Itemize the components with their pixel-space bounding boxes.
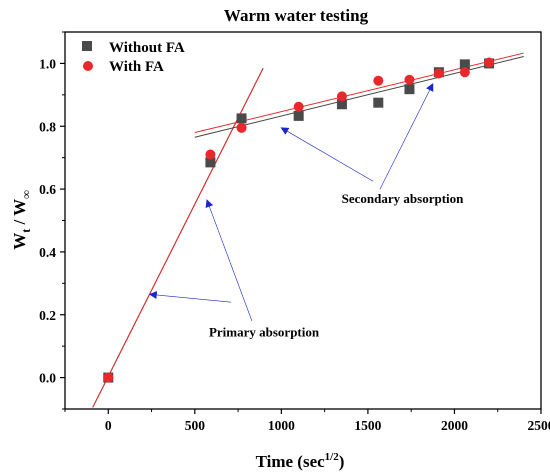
data-point-with-fa (404, 74, 415, 85)
x-tick-label: 0 (105, 418, 112, 433)
annotation-label: Secondary absorption (342, 191, 464, 206)
y-axis-ticks: 0.0 0.2 0.4 0.6 0.8 1.0 (39, 31, 65, 410)
data-point-without-fa (373, 97, 384, 108)
y-axis-title-sub1: t (19, 229, 33, 233)
data-point-with-fa (484, 57, 495, 68)
data-point-with-fa (373, 75, 384, 86)
legend-marker-without-fa (82, 41, 92, 51)
y-tick-label: 0.4 (39, 245, 56, 260)
x-axis-title-sup: 1/2 (325, 451, 340, 463)
annotation-arrow (379, 82, 434, 190)
x-axis-title-tail: ) (339, 452, 345, 471)
data-point-without-fa (459, 59, 470, 70)
x-axis-title-main: Time (sec (256, 452, 326, 471)
chart-title: Warm water testing (224, 6, 369, 25)
x-tick-label: 1000 (268, 418, 295, 433)
data-point-without-fa (336, 99, 347, 110)
y-axis-title-sub2: ∞ (19, 190, 33, 199)
plot-frame (64, 31, 542, 410)
annotation-label: Primary absorption (209, 325, 320, 340)
data-point-with-fa (433, 68, 444, 79)
y-tick-label: 1.0 (39, 56, 56, 71)
y-tick-label: 0.8 (39, 119, 56, 134)
data-point-without-fa (404, 84, 415, 95)
y-tick-label: 0.2 (39, 308, 56, 323)
x-tick-label: 2000 (441, 418, 468, 433)
data-point-with-fa (236, 122, 247, 133)
y-tick-label: 0.6 (39, 182, 56, 197)
legend-label-with-fa: With FA (109, 59, 164, 75)
data-point-with-fa (336, 91, 347, 102)
x-tick-label: 1500 (354, 418, 381, 433)
legend-label-without-fa: Without FA (109, 40, 185, 56)
data-point-with-fa (103, 372, 114, 383)
x-axis-title: Time (sec1/2) (256, 451, 345, 471)
annotations: Primary absorption Secondary absorption (148, 82, 464, 340)
legend: Without FA With FA (82, 40, 185, 75)
data-point-without-fa (236, 113, 247, 124)
y-axis-title-mid: / W (10, 199, 29, 229)
data-point-without-fa (205, 157, 216, 168)
fit-lines (92, 52, 524, 408)
data-point-with-fa (459, 67, 470, 78)
data-point-without-fa (293, 110, 304, 121)
legend-marker-with-fa (83, 61, 93, 71)
data-point-with-fa (293, 101, 304, 112)
fit-line (92, 69, 263, 408)
x-tick-label: 500 (185, 418, 206, 433)
annotation-arrow (205, 199, 253, 322)
y-axis-title: Wt / W∞ (10, 190, 33, 250)
y-tick-label: 0.0 (39, 371, 56, 386)
data-point-with-fa (205, 149, 216, 160)
annotation-arrow (148, 291, 232, 303)
annotation-arrow (280, 127, 374, 182)
data-points (103, 57, 495, 383)
y-axis-title-main: W (10, 233, 29, 250)
